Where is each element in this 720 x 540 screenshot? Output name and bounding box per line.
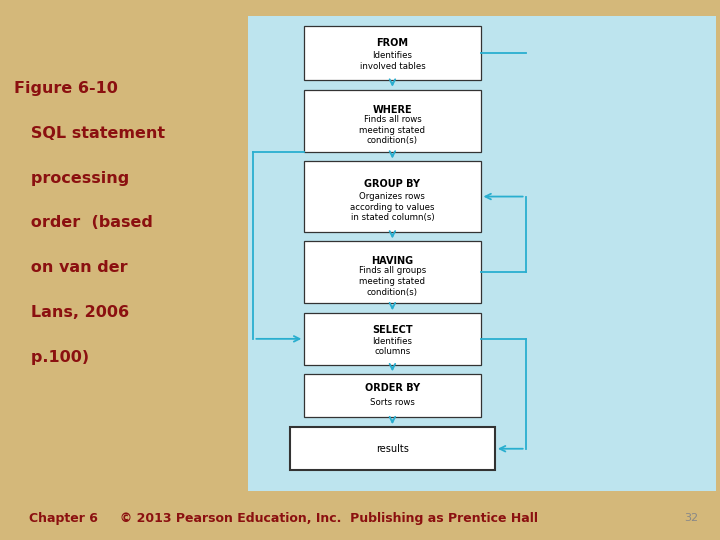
FancyBboxPatch shape: [248, 16, 716, 491]
FancyBboxPatch shape: [305, 313, 481, 365]
Text: SELECT: SELECT: [372, 325, 413, 335]
Text: 32: 32: [684, 514, 698, 523]
Text: Lans, 2006: Lans, 2006: [14, 305, 130, 320]
Text: Identifies
columns: Identifies columns: [372, 336, 413, 356]
Text: results: results: [376, 444, 409, 454]
FancyBboxPatch shape: [305, 90, 481, 152]
Text: p.100): p.100): [14, 350, 89, 365]
Text: order  (based: order (based: [14, 215, 153, 231]
Text: ORDER BY: ORDER BY: [365, 383, 420, 393]
Text: SQL statement: SQL statement: [14, 126, 166, 141]
FancyBboxPatch shape: [305, 161, 481, 232]
Text: Finds all rows
meeting stated
condition(s): Finds all rows meeting stated condition(…: [359, 115, 426, 145]
Text: Finds all groups
meeting stated
condition(s): Finds all groups meeting stated conditio…: [359, 267, 426, 297]
FancyBboxPatch shape: [305, 241, 481, 303]
Text: Sorts rows: Sorts rows: [370, 398, 415, 407]
FancyBboxPatch shape: [290, 427, 495, 470]
Text: GROUP BY: GROUP BY: [364, 179, 420, 189]
Text: HAVING: HAVING: [372, 256, 413, 266]
FancyBboxPatch shape: [305, 374, 481, 417]
Text: on van der: on van der: [14, 260, 128, 275]
FancyBboxPatch shape: [305, 26, 481, 80]
Text: Figure 6-10: Figure 6-10: [14, 81, 118, 96]
Text: processing: processing: [14, 171, 130, 186]
Text: Organizes rows
according to values
in stated column(s): Organizes rows according to values in st…: [350, 192, 435, 222]
Text: Identifies
involved tables: Identifies involved tables: [359, 51, 426, 71]
Text: Chapter 6     © 2013 Pearson Education, Inc.  Publishing as Prentice Hall: Chapter 6 © 2013 Pearson Education, Inc.…: [29, 512, 538, 525]
Text: FROM: FROM: [377, 38, 408, 48]
Text: WHERE: WHERE: [372, 105, 413, 114]
